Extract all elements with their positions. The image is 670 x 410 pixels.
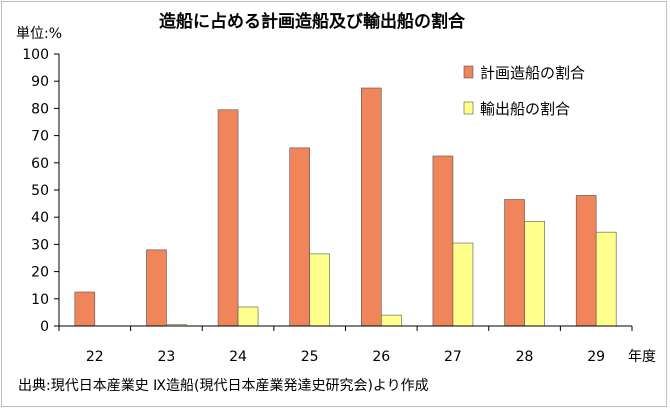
y-tick-label: 50 (31, 183, 49, 199)
bar-planned-26 (361, 87, 382, 327)
y-axis-unit-label: 単位:% (16, 26, 62, 42)
y-tick-label: 0 (40, 319, 49, 335)
x-tick-label: 25 (301, 349, 319, 365)
bar-export-26 (381, 314, 402, 327)
bar-export-29 (595, 231, 617, 327)
y-tick-label: 10 (31, 292, 49, 308)
legend-label: 輸出船の割合 (480, 100, 570, 118)
chart-title: 造船に占める計画造船及び輸出船の割合 (159, 11, 466, 32)
plot-area: 0 10 20 30 40 50 60 70 80 90 100 22 23 24 25 26 27 28 29 (22, 47, 633, 365)
bar-export-27 (452, 242, 474, 327)
y-tick-label: 20 (31, 265, 49, 281)
x-tick-label: 22 (86, 349, 104, 365)
y-tick-label: 90 (31, 74, 49, 90)
bar-export-25 (309, 253, 330, 327)
bar-export-28 (524, 220, 545, 327)
bar-planned-22 (74, 291, 96, 327)
bar-export-24 (237, 306, 259, 327)
x-tick-label: 27 (444, 349, 462, 365)
x-tick-label: 28 (516, 349, 534, 365)
y-tick-label: 80 (31, 101, 49, 117)
y-tick-label: 40 (31, 210, 49, 226)
bar-planned-28 (504, 199, 525, 327)
legend-label: 計画造船の割合 (480, 64, 585, 82)
x-tick-label: 23 (158, 349, 176, 365)
bar-planned-29 (575, 195, 597, 327)
y-tick-label: 100 (22, 47, 49, 63)
bar-planned-25 (289, 147, 310, 327)
bar-planned-24 (217, 109, 239, 327)
legend-swatch (463, 65, 474, 79)
legend-swatch (463, 101, 474, 115)
y-tick-label: 30 (31, 237, 49, 253)
x-tick-label: 29 (587, 349, 605, 365)
x-tick-label: 24 (229, 349, 247, 365)
y-tick-label: 70 (31, 129, 49, 145)
bar-planned-27 (432, 155, 454, 327)
y-tick-label: 60 (31, 156, 49, 172)
bar-planned-23 (146, 249, 167, 327)
x-tick-label: 26 (372, 349, 390, 365)
x-axis-label: 年度 (628, 349, 656, 365)
source-note: 出典:現代日本産業史 Ⅸ造船(現代日本産業発達史研究会)より作成 (18, 378, 429, 394)
